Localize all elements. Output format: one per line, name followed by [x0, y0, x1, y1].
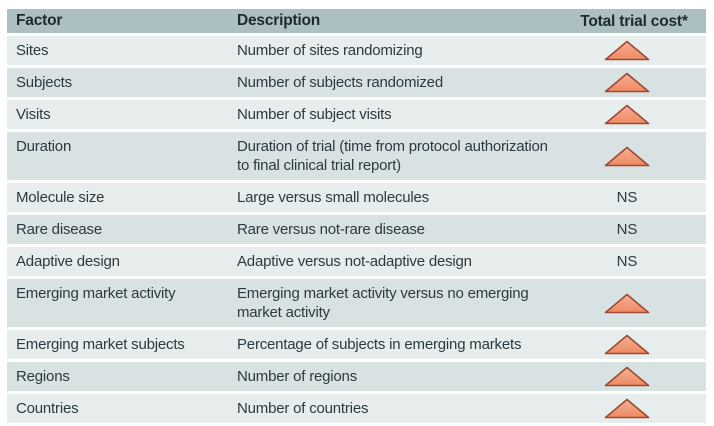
table-row: Regions Number of regions [7, 362, 706, 394]
description-cell: Adaptive versus not-adaptive design [237, 253, 472, 270]
factor-cell: Visits [16, 106, 51, 123]
total-trial-cost-cell [566, 279, 706, 327]
factor-cell: Regions [16, 368, 70, 385]
factor-cell: Subjects [16, 74, 72, 91]
total-trial-cost-cell [566, 362, 706, 391]
table-rows: Sites Number of sites randomizing Subject… [7, 36, 706, 426]
total-trial-cost-cell [566, 36, 706, 65]
description-cell: Number of regions [237, 368, 357, 385]
factor-cell: Molecule size [16, 189, 105, 206]
cost-increase-triangle-icon [604, 366, 650, 387]
cost-increase-triangle-icon [604, 293, 650, 313]
total-trial-cost-cell [566, 394, 706, 423]
table-row: Countries Number of countries [7, 394, 706, 426]
description-cell: Number of subject visits [237, 106, 392, 123]
cost-increase-triangle-icon [604, 334, 650, 355]
factor-cell: Duration [16, 138, 72, 155]
column-header-description: Description [237, 12, 321, 29]
total-trial-cost-cell: NS [566, 247, 706, 276]
description-cell: Large versus small molecules [237, 189, 429, 206]
factor-cell: Adaptive design [16, 253, 120, 270]
ns-label: NS [616, 253, 638, 270]
factor-cell: Rare disease [16, 221, 102, 238]
column-header-factor: Factor [16, 12, 63, 29]
table-row: Visits Number of subject visits [7, 100, 706, 132]
cost-increase-triangle-icon [604, 72, 650, 93]
cost-increase-triangle-icon [604, 40, 650, 61]
description-cell: Rare versus not-rare disease [237, 221, 425, 238]
factor-cell: Sites [16, 42, 49, 59]
description-cell: Emerging market activity versus no emerg… [237, 285, 529, 321]
total-trial-cost-cell [566, 100, 706, 129]
description-cell: Duration of trial (time from protocol au… [237, 138, 548, 174]
total-trial-cost-cell: NS [566, 215, 706, 244]
table-row: Emerging market subjects Percentage of su… [7, 330, 706, 362]
description-cell: Number of subjects randomized [237, 74, 443, 91]
total-trial-cost-cell [566, 132, 706, 180]
total-trial-cost-cell: NS [566, 183, 706, 212]
table-row: Molecule size Large versus small molecule… [7, 183, 706, 215]
table-row: Duration Duration of trial (time from pro… [7, 132, 706, 183]
factor-cell: Emerging market subjects [16, 336, 185, 353]
ns-label: NS [616, 189, 638, 206]
description-cell: Number of sites randomizing [237, 42, 423, 59]
description-cell: Number of countries [237, 400, 369, 417]
cost-increase-triangle-icon [604, 398, 650, 419]
table-row: Subjects Number of subjects randomized [7, 68, 706, 100]
factor-cell: Emerging market activity [16, 285, 176, 302]
table-row: Rare disease Rare versus not-rare disease… [7, 215, 706, 247]
total-trial-cost-cell [566, 68, 706, 97]
column-header-total-trial-cost: Total trial cost* [580, 12, 688, 30]
table-header-row: Factor Description Total trial cost* [7, 9, 706, 36]
table-row: Adaptive design Adaptive versus not-adapt… [7, 247, 706, 279]
total-trial-cost-cell [566, 330, 706, 359]
cost-increase-triangle-icon [604, 104, 650, 125]
description-cell: Percentage of subjects in emerging marke… [237, 336, 522, 353]
table-row: Emerging market activity Emerging market … [7, 279, 706, 330]
ns-label: NS [616, 221, 638, 238]
cost-increase-triangle-icon [604, 146, 650, 166]
trial-cost-factors-table: Factor Description Total trial cost* Sit… [7, 9, 706, 426]
table-row: Sites Number of sites randomizing [7, 36, 706, 68]
factor-cell: Countries [16, 400, 79, 417]
